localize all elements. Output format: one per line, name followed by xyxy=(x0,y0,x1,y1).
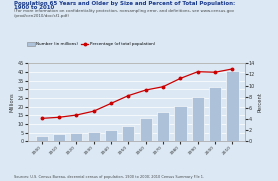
Text: 1900 to 2010: 1900 to 2010 xyxy=(14,5,54,10)
Bar xyxy=(209,87,221,141)
Bar xyxy=(70,133,83,141)
Bar xyxy=(105,130,117,141)
Bar xyxy=(140,118,152,141)
Bar xyxy=(36,136,48,141)
Text: Population 65 Years and Older by Size and Percent of Total Population:: Population 65 Years and Older by Size an… xyxy=(14,1,235,6)
Text: (For more information on confidentiality protection, nonsampling error, and defi: (For more information on confidentiality… xyxy=(14,9,234,18)
Bar xyxy=(157,112,169,141)
Y-axis label: Millions: Millions xyxy=(10,92,15,112)
Bar xyxy=(122,126,135,141)
Bar xyxy=(192,97,204,141)
Bar xyxy=(53,134,65,141)
Bar xyxy=(226,71,239,141)
Y-axis label: Percent: Percent xyxy=(258,92,263,112)
Bar xyxy=(174,106,187,141)
Legend: Number (in millions), Percentage (of total population): Number (in millions), Percentage (of tot… xyxy=(26,41,157,48)
Bar xyxy=(88,132,100,141)
Text: Sources: U.S. Census Bureau, decennial census of population, 1900 to 2000; 2010 : Sources: U.S. Census Bureau, decennial c… xyxy=(14,175,204,179)
